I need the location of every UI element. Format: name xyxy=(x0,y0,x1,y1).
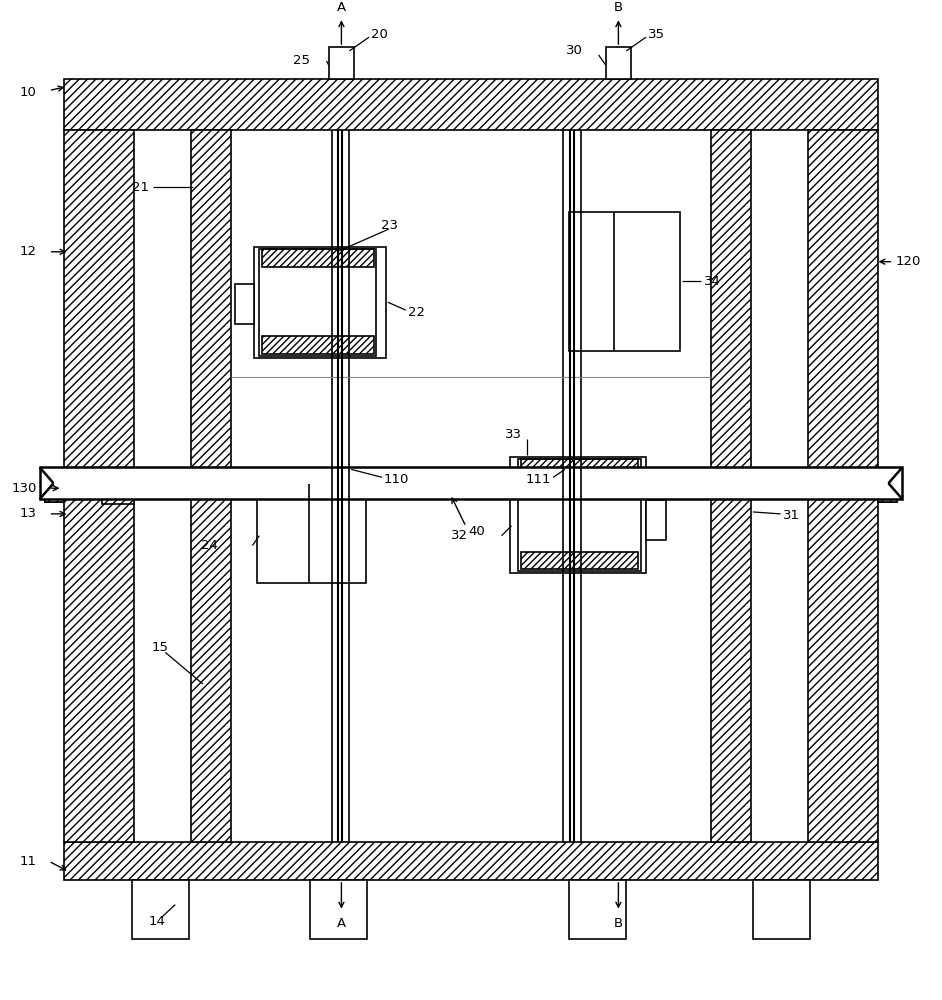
Bar xyxy=(329,47,354,79)
Text: A: A xyxy=(337,1,346,14)
Text: 21: 21 xyxy=(132,181,149,194)
Bar xyxy=(262,336,374,354)
Text: 31: 31 xyxy=(783,509,800,522)
Bar xyxy=(44,478,64,502)
Bar xyxy=(878,478,898,502)
Text: 30: 30 xyxy=(566,44,583,57)
Text: 35: 35 xyxy=(648,28,665,41)
Text: 33: 33 xyxy=(505,428,522,441)
Bar xyxy=(522,552,638,569)
Text: 20: 20 xyxy=(371,28,388,41)
Text: 24: 24 xyxy=(201,539,218,552)
Text: 15: 15 xyxy=(152,641,169,654)
Bar xyxy=(518,459,642,571)
Bar xyxy=(64,842,878,880)
Text: 11: 11 xyxy=(20,855,37,868)
Text: 13: 13 xyxy=(20,507,37,520)
Bar xyxy=(606,47,631,79)
Bar xyxy=(753,880,810,939)
Bar xyxy=(262,249,374,267)
Bar xyxy=(510,457,646,573)
Text: 32: 32 xyxy=(451,529,468,542)
Text: 130: 130 xyxy=(11,482,37,495)
Text: 111: 111 xyxy=(526,473,551,486)
Text: 110: 110 xyxy=(384,473,410,486)
Text: 14: 14 xyxy=(149,915,166,928)
Text: 120: 120 xyxy=(895,255,920,268)
Bar xyxy=(808,130,878,842)
Bar xyxy=(40,467,902,499)
Bar xyxy=(254,247,386,358)
Bar xyxy=(259,249,376,356)
Bar xyxy=(132,880,189,939)
Text: 10: 10 xyxy=(20,86,37,99)
Bar xyxy=(64,79,878,130)
Bar xyxy=(569,212,680,351)
Text: 12: 12 xyxy=(20,245,37,258)
Bar xyxy=(522,459,638,476)
Bar xyxy=(878,478,898,502)
Text: B: B xyxy=(614,917,623,930)
Bar xyxy=(235,284,254,324)
Text: 40: 40 xyxy=(468,525,485,538)
Text: B: B xyxy=(614,1,623,14)
Bar xyxy=(569,880,626,939)
Text: 22: 22 xyxy=(408,306,425,319)
Text: 23: 23 xyxy=(381,219,398,232)
Bar xyxy=(64,130,134,842)
Bar xyxy=(310,880,367,939)
Text: 25: 25 xyxy=(293,54,310,67)
Bar xyxy=(646,500,666,540)
Text: 34: 34 xyxy=(705,275,722,288)
Bar xyxy=(257,484,366,583)
Bar xyxy=(711,130,751,842)
Bar xyxy=(191,130,231,842)
Bar xyxy=(102,468,134,504)
Text: A: A xyxy=(337,917,346,930)
Bar xyxy=(44,478,64,502)
